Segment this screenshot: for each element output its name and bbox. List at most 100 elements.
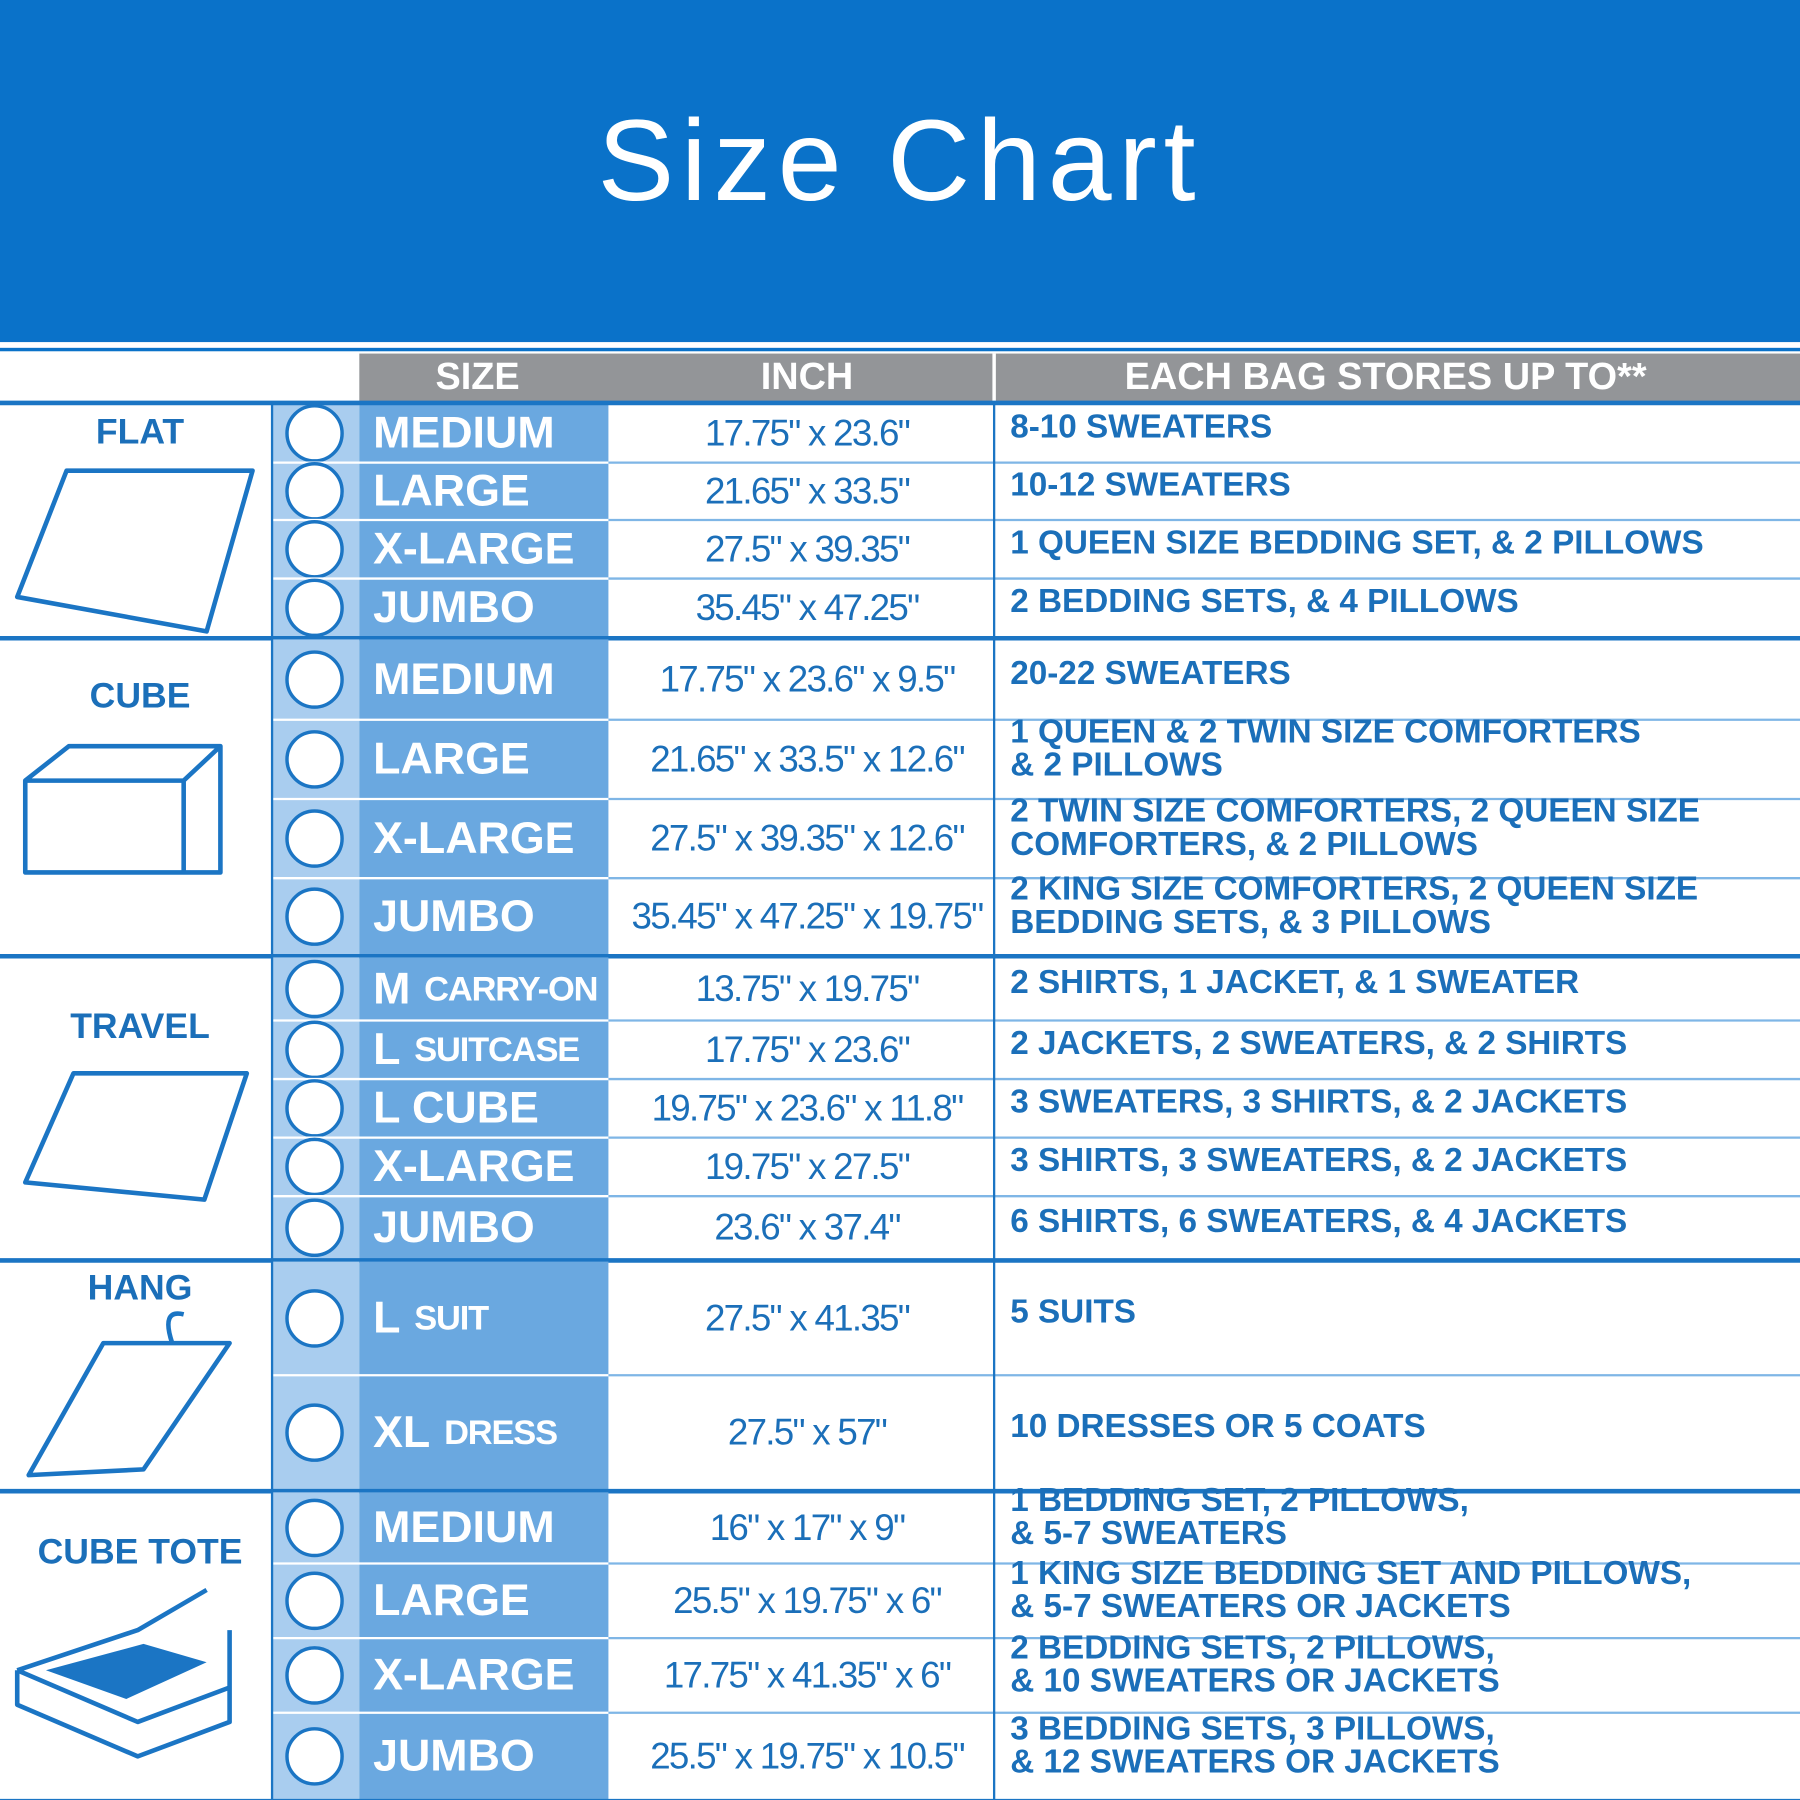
stores-label: & 10 SWEATERS OR JACKETS xyxy=(1010,1663,1499,1700)
size-main: X-LARGE xyxy=(373,1650,574,1700)
stores-label: COMFORTERS, & 2 PILLOWS xyxy=(1010,826,1478,863)
stores-label: & 12 SWEATERS OR JACKETS xyxy=(1010,1744,1499,1781)
size-note: DRESS xyxy=(444,1414,557,1452)
size-radio xyxy=(285,1646,344,1705)
group-label: CUBE xyxy=(90,675,191,715)
inch-label: 16" x 17" x 9" xyxy=(710,1507,905,1548)
stores-label: 6 SHIRTS, 6 SWEATERS, & 4 JACKETS xyxy=(1010,1203,1627,1240)
size-label: X-LARGE xyxy=(373,1650,574,1700)
size-label: LARGE xyxy=(373,733,530,783)
size-label: JUMBO xyxy=(373,891,535,941)
size-label: XL DRESS xyxy=(373,1407,557,1457)
stores-label: BEDDING SETS, & 3 PILLOWS xyxy=(1010,904,1491,941)
size-main: X-LARGE xyxy=(373,523,574,573)
bag-icon xyxy=(22,1071,250,1202)
size-main: L xyxy=(373,1024,400,1074)
inch-label: 17.75" x 23.6" xyxy=(705,1029,910,1070)
size-label: LARGE xyxy=(373,1575,530,1625)
size-radio xyxy=(285,1727,344,1786)
size-main: M xyxy=(373,963,410,1013)
size-radio xyxy=(285,520,344,579)
size-radio xyxy=(285,887,344,946)
inch-label: 19.75" x 27.5" xyxy=(705,1146,910,1187)
stores-label: 3 BEDDING SETS, 3 PILLOWS, xyxy=(1010,1710,1495,1747)
size-main: X-LARGE xyxy=(373,1141,574,1191)
inch-label: 25.5" x 19.75" x 10.5" xyxy=(650,1735,964,1776)
size-label: MEDIUM xyxy=(373,654,555,704)
inch-label: 17.75" x 23.6" xyxy=(705,412,910,453)
size-label: L CUBE xyxy=(373,1082,539,1132)
column-header-band xyxy=(359,353,1800,402)
size-label: JUMBO xyxy=(373,1202,535,1252)
stores-label: 2 TWIN SIZE COMFORTERS, 2 QUEEN SIZE xyxy=(1010,793,1700,830)
header-rule xyxy=(0,347,1800,352)
size-radio xyxy=(285,578,344,638)
stores-label: 1 KING SIZE BEDDING SET AND PILLOWS, xyxy=(1010,1555,1691,1592)
stores-label: 1 QUEEN & 2 TWIN SIZE COMFORTERS xyxy=(1010,713,1641,750)
inch-label: 17.75" x 41.35" x 6" xyxy=(664,1654,951,1695)
inch-label: 21.65" x 33.5" xyxy=(705,470,910,511)
group-label: CUBE TOTE xyxy=(38,1532,243,1572)
size-label: M CARRY-ON xyxy=(373,963,597,1013)
stores-label: 10-12 SWEATERS xyxy=(1010,467,1291,504)
stores-label: 8-10 SWEATERS xyxy=(1010,409,1272,446)
size-main: JUMBO xyxy=(373,1731,535,1781)
size-main: LARGE xyxy=(373,465,530,515)
size-radio xyxy=(285,462,344,521)
stores-label: 2 BEDDING SETS, 2 PILLOWS, xyxy=(1010,1629,1495,1666)
inch-label: 35.45" x 47.25" x 19.75" xyxy=(632,896,984,937)
stores-label: 5 SUITS xyxy=(1010,1294,1136,1331)
header-band xyxy=(0,0,1800,343)
group-label: HANG xyxy=(88,1268,193,1308)
inch-label: 35.45" x 47.25" xyxy=(696,587,919,628)
size-main: LARGE xyxy=(373,733,530,783)
stores-label: 2 SHIRTS, 1 JACKET, & 1 SWEATER xyxy=(1010,964,1579,1001)
size-label: LARGE xyxy=(373,465,530,515)
inch-label: 13.75" x 19.75" xyxy=(696,968,919,1009)
size-label: L SUITCASE xyxy=(373,1024,579,1074)
stores-label: & 5-7 SWEATERS OR JACKETS xyxy=(1010,1588,1511,1625)
size-radio xyxy=(285,1289,344,1348)
stores-label: 10 DRESSES OR 5 COATS xyxy=(1010,1408,1426,1445)
size-radio xyxy=(285,1079,344,1138)
size-radio xyxy=(285,1020,344,1080)
size-label: MEDIUM xyxy=(373,407,555,457)
stores-label: 2 JACKETS, 2 SWEATERS, & 2 SHIRTS xyxy=(1010,1025,1627,1062)
group-label: TRAVEL xyxy=(70,1006,210,1046)
inch-label: 17.75" x 23.6" x 9.5" xyxy=(660,659,956,700)
group-label: FLAT xyxy=(96,411,185,451)
size-label: JUMBO xyxy=(373,582,535,632)
bag-icon xyxy=(14,1587,232,1759)
title: Size Chart xyxy=(598,97,1203,225)
size-note: CARRY-ON xyxy=(424,970,597,1008)
inch-label: 27.5" x 39.35" x 12.6" xyxy=(650,818,964,859)
size-label: L SUIT xyxy=(373,1293,489,1343)
size-main: XL xyxy=(373,1407,430,1457)
size-radio xyxy=(285,1571,344,1631)
stores-label: 3 SWEATERS, 3 SHIRTS, & 2 JACKETS xyxy=(1010,1084,1627,1121)
size-main: MEDIUM xyxy=(373,407,555,457)
size-label: X-LARGE xyxy=(373,813,574,863)
size-radio xyxy=(285,730,344,789)
column-header: SIZE xyxy=(435,356,519,398)
inch-label: 27.5" x 57" xyxy=(728,1412,887,1453)
size-note: SUIT xyxy=(414,1300,489,1338)
size-radio xyxy=(285,1403,344,1462)
size-main: MEDIUM xyxy=(373,654,555,704)
bag-icon xyxy=(14,468,255,634)
size-column xyxy=(359,957,609,1260)
stores-label: 3 SHIRTS, 3 SWEATERS, & 2 JACKETS xyxy=(1010,1142,1627,1179)
size-main: JUMBO xyxy=(373,582,535,632)
stores-label: & 5-7 SWEATERS xyxy=(1010,1515,1287,1552)
column-header: EACH BAG STORES UP TO** xyxy=(1125,356,1647,398)
bag-icon-fill xyxy=(45,1643,207,1699)
size-main: JUMBO xyxy=(373,1202,535,1252)
table-body: FLAT MEDIUM 17.75" x 23.6" 8-10 SWEATERS LAR… xyxy=(0,400,1800,1800)
stores-label: 1 QUEEN SIZE BEDDING SET, & 2 PILLOWS xyxy=(1010,525,1703,562)
size-column xyxy=(359,639,609,956)
inch-label: 25.5" x 19.75" x 6" xyxy=(673,1580,941,1621)
size-radio xyxy=(285,650,344,709)
size-label: X-LARGE xyxy=(373,523,574,573)
